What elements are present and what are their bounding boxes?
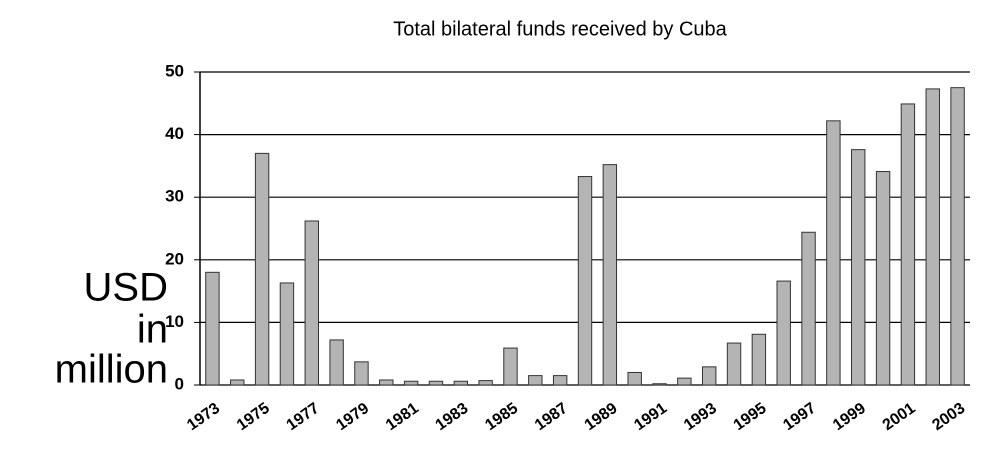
bar	[552, 375, 568, 386]
bar	[354, 361, 369, 386]
x-tick-label: 1999	[830, 400, 869, 434]
x-tick-label: 1985	[482, 400, 521, 434]
bar	[950, 87, 965, 386]
bar	[851, 149, 866, 386]
bar	[453, 380, 469, 386]
x-tick-label: 1981	[383, 400, 422, 434]
y-tick-label: 0	[175, 374, 184, 393]
bar	[428, 380, 444, 386]
bar	[875, 171, 891, 386]
y-axis-label: USD	[84, 266, 168, 310]
y-tick-label: 20	[165, 249, 184, 268]
y-tick-label: 40	[165, 124, 184, 143]
x-tick-label: 1995	[731, 400, 770, 434]
bar	[751, 333, 767, 386]
x-tick-label: 1989	[582, 400, 621, 434]
bar	[329, 339, 344, 386]
bar	[701, 366, 717, 386]
x-tick-label: 2001	[880, 400, 919, 434]
bar	[279, 282, 295, 386]
bar	[925, 88, 940, 386]
x-tick-label: 2003	[929, 400, 968, 434]
bar	[627, 371, 642, 386]
x-tick-label: 1975	[234, 400, 273, 434]
x-tick-label: 1993	[681, 400, 720, 434]
bar	[528, 375, 543, 386]
chart-title: Total bilateral funds received by Cuba	[393, 18, 727, 40]
y-tick-label: 30	[165, 187, 184, 206]
bar	[478, 380, 493, 386]
y-axis-label: in	[137, 308, 168, 352]
bar	[602, 164, 618, 386]
bar	[403, 380, 419, 386]
bar	[652, 383, 667, 386]
y-axis-label: million	[55, 348, 168, 392]
bar	[577, 176, 593, 386]
bar	[304, 220, 319, 386]
bar	[776, 280, 791, 386]
bar	[379, 379, 394, 386]
bar	[230, 379, 245, 386]
y-tick-label: 50	[165, 61, 184, 80]
bar	[503, 347, 518, 386]
x-tick-label: 1987	[532, 400, 571, 434]
bar	[726, 342, 742, 386]
x-tick-label: 1979	[333, 400, 372, 434]
bar	[801, 231, 816, 386]
bar	[826, 120, 841, 386]
x-tick-label: 1983	[433, 400, 472, 434]
bar	[677, 377, 692, 386]
y-tick-label: 10	[165, 312, 184, 331]
bar	[900, 103, 916, 386]
bar	[254, 152, 270, 386]
x-tick-label: 1991	[631, 400, 670, 434]
x-tick-label: 1973	[184, 400, 223, 434]
x-tick-label: 1977	[284, 400, 323, 434]
x-tick-label: 1997	[780, 400, 819, 434]
bar	[205, 271, 220, 386]
